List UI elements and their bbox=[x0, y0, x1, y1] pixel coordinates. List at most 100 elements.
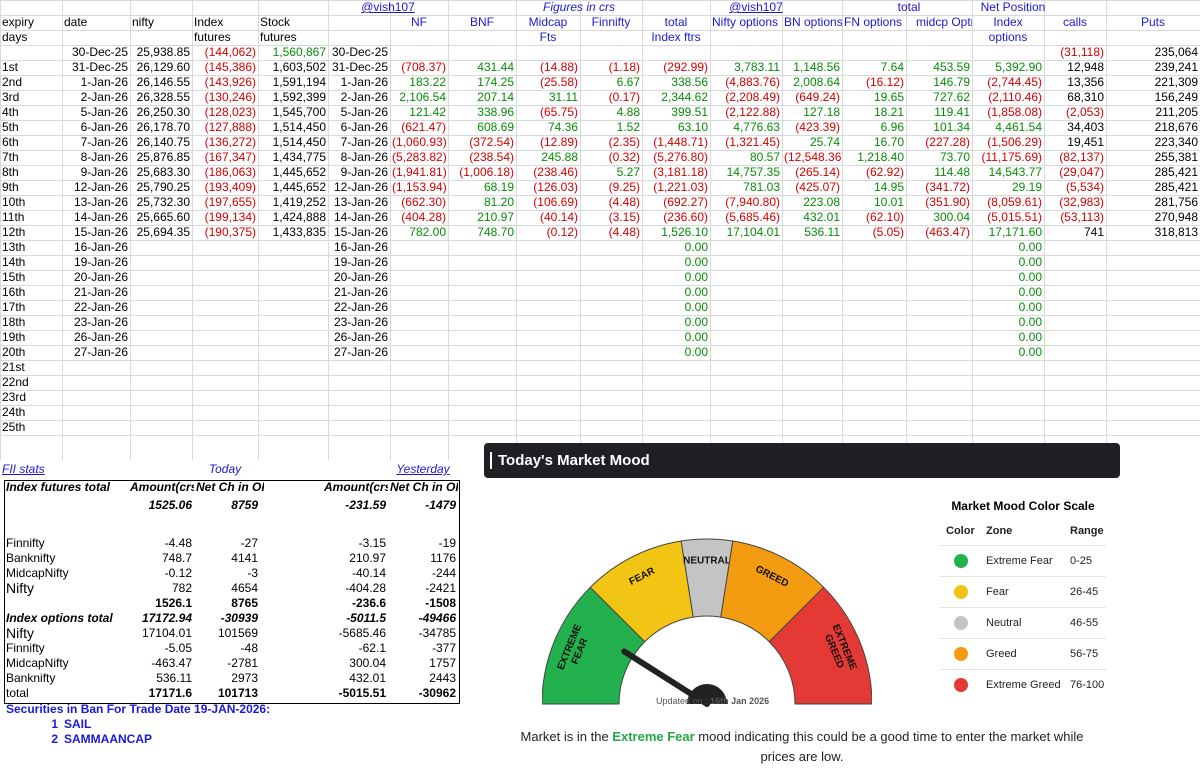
cell-puts[interactable]: 156,249 bbox=[1154, 90, 1198, 104]
cell-calls[interactable]: (29,047) bbox=[1059, 165, 1104, 179]
figures-label[interactable]: Figures in crs bbox=[542, 0, 616, 14]
fii-yesterday-oi[interactable]: -49466 bbox=[418, 611, 456, 625]
cell-fin[interactable]: 4.88 bbox=[616, 105, 640, 119]
cell-nf[interactable]: (1,941.81) bbox=[392, 165, 447, 179]
cell-mo[interactable]: 101.34 bbox=[933, 120, 970, 134]
cell-nf[interactable]: (708.37) bbox=[401, 60, 446, 74]
cell-date2[interactable]: 6-Jan-26 bbox=[340, 120, 388, 134]
cell-date2[interactable]: 16-Jan-26 bbox=[333, 240, 388, 254]
cell-io[interactable]: (11,175.69) bbox=[981, 150, 1043, 164]
cell-io[interactable]: 0.00 bbox=[1018, 240, 1042, 254]
fii-today-amount[interactable]: 1525.06 bbox=[148, 498, 192, 512]
cell-sf[interactable]: 1,445,652 bbox=[272, 180, 326, 194]
cell-io[interactable]: 0.00 bbox=[1018, 285, 1042, 299]
cell-date2[interactable]: 7-Jan-26 bbox=[340, 135, 388, 149]
cell-date[interactable]: 1-Jan-26 bbox=[80, 75, 128, 89]
cell-date[interactable]: 22-Jan-26 bbox=[73, 300, 128, 314]
cell-date[interactable]: 16-Jan-26 bbox=[73, 240, 128, 254]
fii-today-amount[interactable]: 748.7 bbox=[161, 551, 192, 565]
cell-d[interactable]: 4th bbox=[2, 105, 19, 119]
cell-date[interactable]: 5-Jan-26 bbox=[80, 105, 128, 119]
cell-mo[interactable]: 119.41 bbox=[934, 105, 970, 119]
cell-date[interactable]: 13-Jan-26 bbox=[73, 195, 128, 209]
cell-date2[interactable]: 13-Jan-26 bbox=[333, 195, 388, 209]
cell-calls[interactable]: (82,137) bbox=[1059, 150, 1104, 164]
cell-date2[interactable]: 20-Jan-26 bbox=[333, 270, 388, 284]
fii-yesterday-oi[interactable]: -1479 bbox=[425, 498, 456, 512]
cell-io[interactable]: 14,543.77 bbox=[988, 165, 1042, 179]
fii-today-oi[interactable]: 4141 bbox=[231, 551, 258, 565]
cell-date[interactable]: 31-Dec-25 bbox=[71, 60, 128, 74]
cell-nifty[interactable]: 26,146.55 bbox=[136, 75, 190, 89]
cell-bnf[interactable]: 210.97 bbox=[477, 210, 514, 224]
cell-tot[interactable]: 63.10 bbox=[677, 120, 708, 134]
cell-mid[interactable]: (12.89) bbox=[539, 135, 578, 149]
fii-row-label[interactable]: Finnifty bbox=[6, 536, 45, 550]
cell-puts[interactable]: 285,421 bbox=[1154, 180, 1198, 194]
fii-yesterday-amount[interactable]: 432.01 bbox=[349, 671, 386, 685]
fii-today-oi[interactable]: 2973 bbox=[231, 671, 258, 685]
handle-label-2[interactable]: @vish107 bbox=[729, 0, 783, 14]
cell-fo[interactable]: 10.01 bbox=[873, 195, 904, 209]
fii-today-oi[interactable]: -2781 bbox=[227, 656, 258, 670]
cell-date2[interactable]: 2-Jan-26 bbox=[340, 90, 388, 104]
cell-calls[interactable]: 741 bbox=[1083, 225, 1104, 239]
cell-bo[interactable]: 127.18 bbox=[803, 105, 840, 119]
cell-mid[interactable]: (40.14) bbox=[539, 210, 578, 224]
cell-d[interactable]: 25th bbox=[2, 420, 26, 434]
cell-tot[interactable]: (692.27) bbox=[663, 195, 708, 209]
header-cell[interactable]: NF bbox=[411, 15, 427, 29]
cell-tot[interactable]: (1,221.03) bbox=[653, 180, 708, 194]
fii-yesterday-oi[interactable]: -30962 bbox=[418, 686, 456, 700]
cell-puts[interactable]: 239,241 bbox=[1154, 60, 1198, 74]
cell-fo[interactable]: (62.10) bbox=[865, 210, 904, 224]
cell-fo[interactable]: 18.21 bbox=[873, 105, 904, 119]
cell-sf[interactable]: 1,591,194 bbox=[272, 75, 326, 89]
header-cell[interactable]: days bbox=[2, 30, 28, 44]
cell-bo[interactable]: (12,548.36) bbox=[784, 150, 842, 164]
cell-if[interactable]: (128,023) bbox=[204, 105, 256, 119]
header-cell[interactable]: expiry bbox=[2, 15, 35, 29]
fii-yesterday-oi[interactable]: -377 bbox=[431, 641, 456, 655]
cell-tot[interactable]: 1,526.10 bbox=[661, 225, 708, 239]
cell-mid[interactable]: (238.46) bbox=[533, 165, 578, 179]
cell-puts[interactable]: 218,676 bbox=[1154, 120, 1198, 134]
cell-nf[interactable]: (662.30) bbox=[401, 195, 446, 209]
cell-date[interactable]: 27-Jan-26 bbox=[73, 345, 128, 359]
cell-nf[interactable]: (5,283.82) bbox=[392, 150, 447, 164]
cell-bnf[interactable]: 431.44 bbox=[477, 60, 514, 74]
fii-today-amount[interactable]: -4.48 bbox=[164, 536, 192, 550]
cell-nf[interactable]: (1,153.94) bbox=[392, 180, 447, 194]
fii-yesterday-amount[interactable]: -62.1 bbox=[358, 641, 386, 655]
cell-no[interactable]: (2,208.49) bbox=[725, 90, 780, 104]
cell-nifty[interactable]: 25,876.85 bbox=[136, 150, 190, 164]
cell-d[interactable]: 17th bbox=[2, 300, 26, 314]
cell-d[interactable]: 15th bbox=[2, 270, 26, 284]
cell-calls[interactable]: (5,534) bbox=[1065, 180, 1104, 194]
cell-date2[interactable]: 5-Jan-26 bbox=[340, 105, 388, 119]
cell-io[interactable]: (2,744.45) bbox=[987, 75, 1042, 89]
fii-yesterday-amount[interactable]: -3.15 bbox=[358, 536, 386, 550]
cell-bnf[interactable]: 207.14 bbox=[477, 90, 514, 104]
cell-d[interactable]: 24th bbox=[2, 405, 26, 419]
net-position-label[interactable]: Net Position bbox=[980, 0, 1046, 14]
cell-mo[interactable]: (341.72) bbox=[925, 180, 970, 194]
fii-today-oi[interactable]: 101713 bbox=[217, 686, 258, 700]
fii-today-amount[interactable]: -463.47 bbox=[151, 656, 192, 670]
cell-sf[interactable]: 1,434,775 bbox=[272, 150, 326, 164]
cell-d[interactable]: 2nd bbox=[2, 75, 23, 89]
cell-bnf[interactable]: 174.25 bbox=[477, 75, 514, 89]
fii-row-label[interactable] bbox=[4, 513, 128, 528]
fii-row-label[interactable]: Banknifty bbox=[6, 671, 56, 685]
cell-fo[interactable]: 16.70 bbox=[873, 135, 904, 149]
fii-row-label[interactable]: Nifty bbox=[6, 626, 34, 641]
header-cell[interactable]: Index bbox=[194, 15, 224, 29]
header-cell[interactable]: BN options bbox=[784, 15, 842, 29]
cell-no[interactable]: 3,783.11 bbox=[734, 60, 780, 74]
fii-row-label[interactable]: Finnifty bbox=[6, 641, 45, 655]
cell-io[interactable]: 0.00 bbox=[1018, 315, 1042, 329]
base-date[interactable]: 30-Dec-25 bbox=[71, 45, 128, 59]
header-cell[interactable]: total bbox=[664, 15, 688, 29]
cell-date2[interactable]: 27-Jan-26 bbox=[333, 345, 388, 359]
cell-tot[interactable]: (1,448.71) bbox=[653, 135, 708, 149]
